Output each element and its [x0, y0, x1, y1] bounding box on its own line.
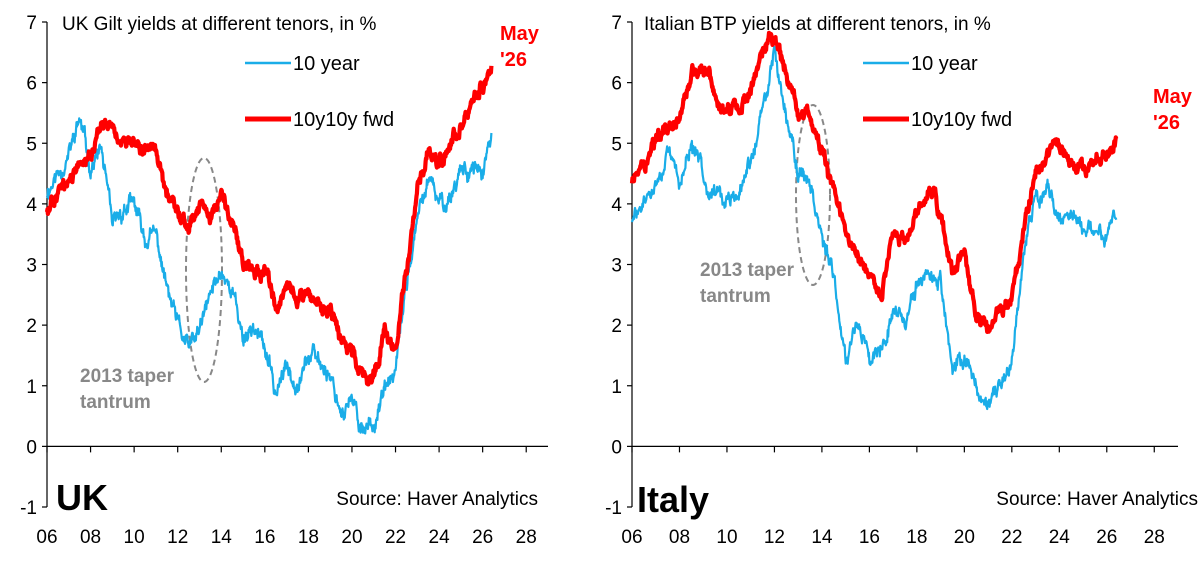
y-tick-label: 3: [611, 256, 622, 277]
series-10y10y-fwd-line: [629, 30, 1119, 334]
annotation-label: 2013 taper: [700, 260, 795, 281]
x-tick-label: 12: [167, 527, 188, 548]
series-10y10y-fwd-line: [44, 65, 494, 387]
taper-tantrum-ellipse: [185, 157, 223, 383]
taper-tantrum-ellipse: [795, 104, 831, 286]
panel-label: UK: [56, 477, 108, 518]
chart-title: UK Gilt yields at different tenors, in %: [62, 14, 376, 35]
latest-date-label: May: [1153, 86, 1193, 108]
x-tick-label: 22: [1001, 527, 1022, 548]
series-10-year-line: [45, 117, 493, 435]
y-tick-label: -1: [20, 498, 37, 519]
x-tick-label: 18: [906, 527, 927, 548]
y-tick-label: 1: [611, 377, 622, 398]
x-tick-label: 16: [859, 527, 880, 548]
x-tick-label: 06: [36, 527, 57, 548]
legend-label: 10y10y fwd: [293, 109, 394, 131]
y-tick-label: 5: [611, 134, 622, 155]
latest-date-label: '26: [500, 49, 527, 71]
annotation-label: tantrum: [700, 286, 771, 307]
x-tick-label: 06: [621, 527, 642, 548]
source-note: Source: Haver Analytics: [996, 489, 1198, 510]
uk-chart-panel: -1 0 1 2 3 4 5 6 7 06 08 10 12 14 16 18 20 22 24 26 28 UK Gil…: [20, 13, 548, 548]
y-tick-label: 2: [611, 316, 622, 337]
legend-label: 10 year: [911, 53, 978, 75]
x-tick-label: 28: [1144, 527, 1165, 548]
x-tick-label: 26: [1096, 527, 1117, 548]
y-tick-label: 7: [611, 13, 622, 34]
y-tick-label: 0: [611, 437, 622, 458]
annotation-label: 2013 taper: [80, 366, 175, 387]
x-tick-label: 18: [298, 527, 319, 548]
x-tick-label: 08: [669, 527, 690, 548]
legend-label: 10 year: [293, 53, 360, 75]
x-tick-label: 10: [124, 527, 145, 548]
x-tick-label: 12: [764, 527, 785, 548]
source-note: Source: Haver Analytics: [336, 489, 538, 510]
annotation-label: tantrum: [80, 392, 151, 413]
y-tick-label: 6: [611, 74, 622, 95]
y-tick-label: 6: [26, 74, 37, 95]
y-tick-label: 3: [26, 256, 37, 277]
x-tick-label: 20: [341, 527, 362, 548]
x-tick-label: 26: [472, 527, 493, 548]
x-tick-label: 28: [516, 527, 537, 548]
x-tick-label: 08: [80, 527, 101, 548]
chart-title: Italian BTP yields at different tenors, …: [644, 14, 991, 35]
x-tick-label: 22: [385, 527, 406, 548]
series-10-year-line: [630, 45, 1118, 411]
x-tick-label: 14: [211, 527, 233, 548]
latest-date-label: May: [500, 23, 540, 45]
latest-date-label: '26: [1153, 112, 1180, 134]
y-tick-label: -1: [605, 498, 622, 519]
y-tick-label: 4: [611, 195, 622, 216]
panel-label: Italy: [637, 479, 709, 520]
italy-chart-panel: -1 0 1 2 3 4 5 6 7 06 08 10 12 14 16 18 20 22 24 26 28 Italia…: [600, 0, 1200, 561]
x-tick-label: 10: [716, 527, 737, 548]
legend-label: 10y10y fwd: [911, 109, 1012, 131]
x-tick-label: 24: [1049, 527, 1071, 548]
y-tick-label: 4: [26, 195, 37, 216]
x-tick-label: 14: [811, 527, 833, 548]
x-tick-label: 20: [954, 527, 975, 548]
y-tick-label: 1: [26, 377, 37, 398]
y-tick-label: 0: [26, 437, 37, 458]
x-tick-label: 24: [429, 527, 451, 548]
y-tick-label: 5: [26, 134, 37, 155]
x-tick-label: 16: [254, 527, 275, 548]
y-tick-label: 2: [26, 316, 37, 337]
y-tick-label: 7: [26, 13, 37, 34]
